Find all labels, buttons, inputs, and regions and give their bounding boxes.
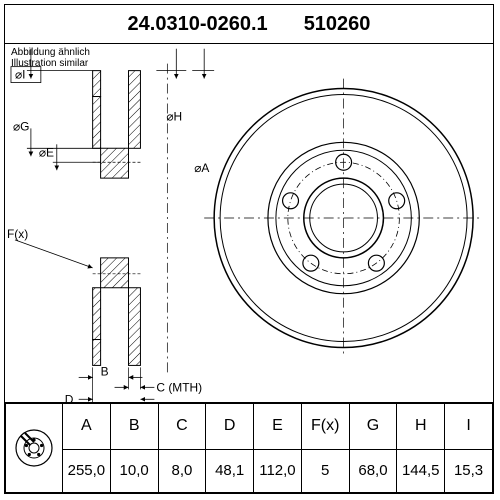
label-H: ⌀H [166, 109, 182, 123]
label-F: F(x) [7, 227, 28, 241]
header-bar: 24.0310-0260.1 510260 [5, 5, 493, 44]
label-E: ⌀E [39, 145, 54, 159]
col-H: H [397, 404, 445, 450]
label-B: B [101, 364, 109, 378]
val-D: 48,1 [206, 449, 254, 492]
col-F: F(x) [301, 404, 349, 450]
val-G: 68,0 [349, 449, 397, 492]
val-A: 255,0 [63, 449, 111, 492]
val-C: 8,0 [158, 449, 206, 492]
col-A: A [63, 404, 111, 450]
dimension-table: A B C D E F(x) G H I 255,0 10,0 8,0 48,1… [5, 402, 493, 493]
val-B: 10,0 [110, 449, 158, 492]
part-icon-cell [6, 404, 63, 493]
col-E: E [254, 404, 302, 450]
val-I: 15,3 [445, 449, 493, 492]
col-I: I [445, 404, 493, 450]
disc-icon [12, 426, 56, 470]
table-value-row: 255,0 10,0 8,0 48,1 112,0 5 68,0 144,5 1… [6, 449, 493, 492]
table-header-row: A B C D E F(x) G H I [6, 404, 493, 450]
val-H: 144,5 [397, 449, 445, 492]
col-B: B [110, 404, 158, 450]
label-I: ⌀I [15, 68, 26, 82]
drawing-frame: 24.0310-0260.1 510260 Abbildung ähnlich … [4, 4, 494, 494]
technical-diagram: ⌀I ⌀G ⌀E ⌀H ⌀ [5, 43, 493, 403]
col-G: G [349, 404, 397, 450]
col-C: C [158, 404, 206, 450]
label-G: ⌀G [13, 119, 29, 133]
col-D: D [206, 404, 254, 450]
part-number: 24.0310-0260.1 [128, 13, 268, 36]
short-code: 510260 [304, 13, 371, 36]
section-view: ⌀I ⌀G ⌀E ⌀H ⌀ [7, 49, 214, 403]
front-view [204, 79, 483, 358]
val-E: 112,0 [254, 449, 302, 492]
label-A: ⌀A [194, 161, 209, 175]
val-F: 5 [301, 449, 349, 492]
label-C: C (MTH) [156, 380, 202, 394]
